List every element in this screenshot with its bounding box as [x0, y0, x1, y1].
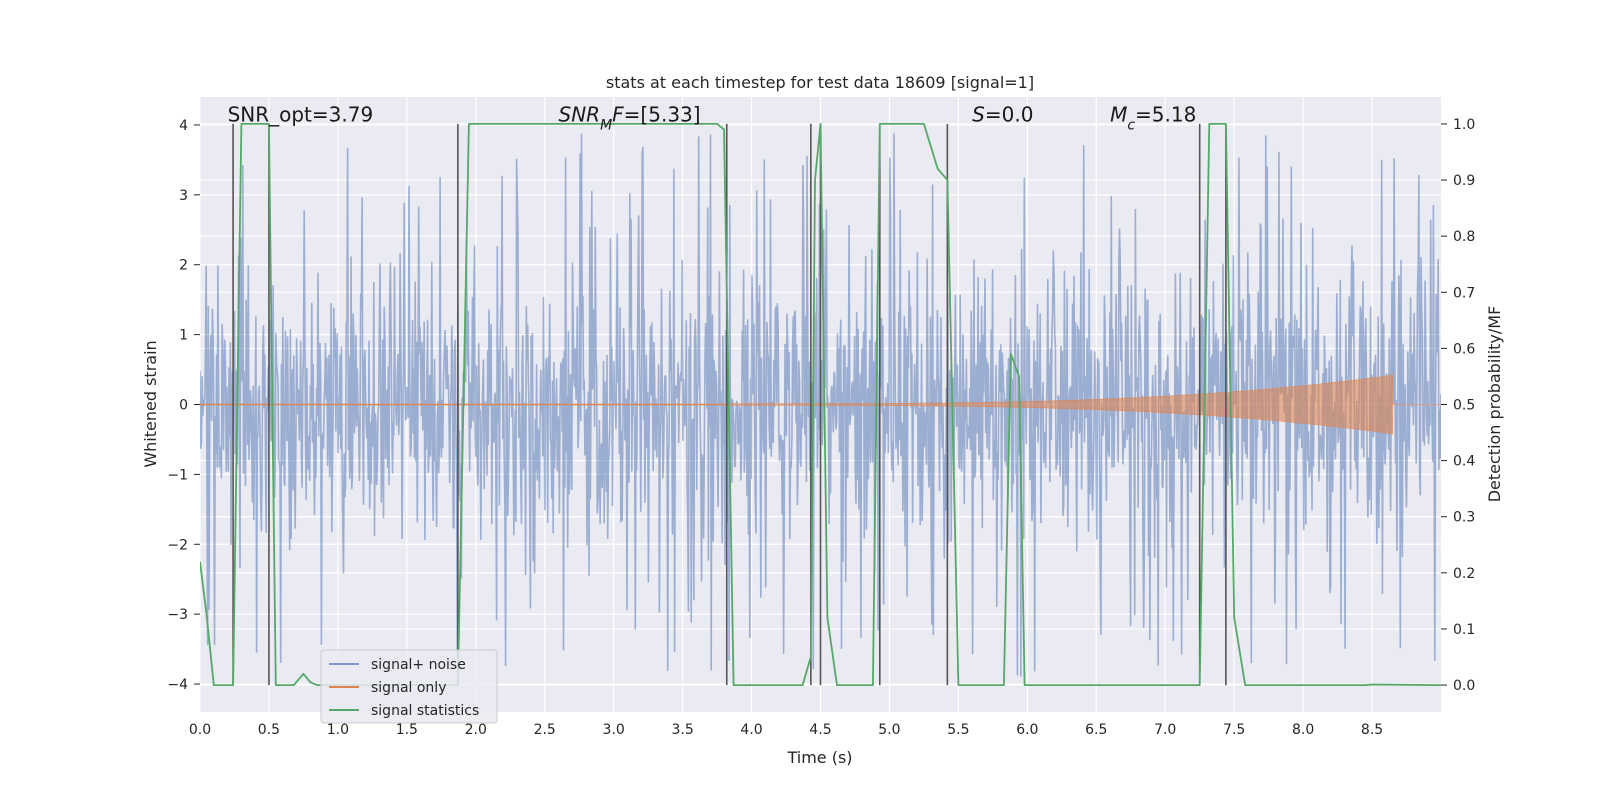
- annotations: SNR_opt=3.79 SNRMF=[5.33] S=0.0 Mc=5.18: [228, 102, 1197, 133]
- y-right-tick-label: 0.1: [1453, 622, 1475, 638]
- annotation-part: c: [1127, 117, 1135, 133]
- series-signal-only: [200, 374, 1441, 435]
- y-right-tick-label: 0.8: [1453, 229, 1475, 245]
- x-tick-label: 0.5: [258, 722, 280, 738]
- legend: signal+ noise signal only signal statistic…: [320, 649, 498, 724]
- x-tick-label: 1.5: [396, 722, 418, 738]
- y-right-tick-label: 1.0: [1453, 117, 1475, 133]
- x-tick-label: 4.5: [809, 722, 831, 738]
- y-tick-label: −2: [167, 537, 188, 553]
- annotation-4: Mc=5.18: [1110, 102, 1196, 133]
- y-right-tick-label: 0.7: [1453, 285, 1475, 301]
- x-tick-label: 3.5: [671, 722, 693, 738]
- signal-only-envelope: [723, 374, 1394, 435]
- legend-label: signal+ noise: [371, 657, 466, 673]
- y-tick-labels: 4 3 2 1 0 −1 −2 −3 −4: [167, 118, 200, 693]
- annotation-2: SNRMF=[5.33]: [559, 102, 701, 133]
- series-signal-statistics: [200, 123, 1441, 686]
- x-tick-label: 2.0: [465, 722, 487, 738]
- y-tick-label: 4: [179, 118, 188, 134]
- x-tick-label: 7.0: [1154, 722, 1176, 738]
- x-tick-label: 6.5: [1085, 722, 1107, 738]
- y-right-tick-label: 0.9: [1453, 173, 1475, 189]
- x-axis-label: Time (s): [786, 748, 852, 767]
- y-right-tick-label: 0.5: [1453, 398, 1475, 414]
- annotation-part: =5.18: [1135, 102, 1196, 126]
- annotation-part: M: [600, 117, 612, 133]
- y-right-tick-label: 0.0: [1453, 678, 1475, 694]
- signal-statistics-line: [200, 123, 1441, 686]
- y-right-tick-label: 0.4: [1453, 454, 1475, 470]
- annotation-part: SNR: [559, 102, 601, 126]
- annotation-part: =[5.33]: [624, 102, 701, 126]
- annotation-3: S=0.0: [972, 102, 1033, 126]
- y-axis-label: Whitened strain: [141, 340, 160, 467]
- y-tick-label: 3: [179, 188, 188, 204]
- x-tick-label: 5.5: [947, 722, 969, 738]
- annotation-part: F: [612, 102, 624, 126]
- y-tick-label: 2: [179, 258, 188, 274]
- annotation-part: S: [972, 102, 985, 126]
- y-tick-label: 1: [179, 328, 188, 344]
- y-tick-label: −1: [167, 467, 188, 483]
- legend-label: signal only: [371, 680, 446, 696]
- x-tick-labels: 0.0 0.5 1.0 1.5 2.0 2.5 3.0 3.5 4.0 4.5 5.0 5.5 6.0 6…: [189, 722, 1383, 738]
- x-tick-label: 3.0: [603, 722, 625, 738]
- annotation-part: =0.0: [985, 102, 1034, 126]
- y-right-tick-label: 0.3: [1453, 510, 1475, 526]
- x-tick-label: 0.0: [189, 722, 211, 738]
- y-tick-label: −3: [167, 607, 188, 623]
- x-tick-label: 6.0: [1016, 722, 1038, 738]
- legend-label: signal statistics: [371, 703, 479, 719]
- x-tick-label: 7.5: [1223, 722, 1245, 738]
- chart-title: stats at each timestep for test data 186…: [606, 73, 1034, 92]
- annotation-part: M: [1110, 102, 1127, 126]
- y-right-tick-labels: 1.0 0.9 0.8 0.7 0.6 0.5 0.4 0.3 0.2 0.1 0.0: [1441, 117, 1475, 694]
- y-right-axis-label: Detection probability/MF: [1485, 306, 1504, 503]
- x-tick-label: 2.5: [534, 722, 556, 738]
- y-right-tick-label: 0.2: [1453, 566, 1475, 582]
- legend-box: [320, 649, 498, 724]
- y-tick-label: −4: [167, 677, 188, 693]
- y-tick-label: 0: [179, 398, 188, 414]
- x-tick-label: 5.0: [878, 722, 900, 738]
- annotation-1: SNR_opt=3.79: [228, 102, 374, 126]
- x-tick-label: 4.0: [740, 722, 762, 738]
- x-tick-label: 8.0: [1292, 722, 1314, 738]
- x-tick-label: 8.5: [1361, 722, 1383, 738]
- vertical-markers: [232, 123, 1227, 686]
- y-right-tick-label: 0.6: [1453, 341, 1475, 357]
- x-tick-label: 1.0: [327, 722, 349, 738]
